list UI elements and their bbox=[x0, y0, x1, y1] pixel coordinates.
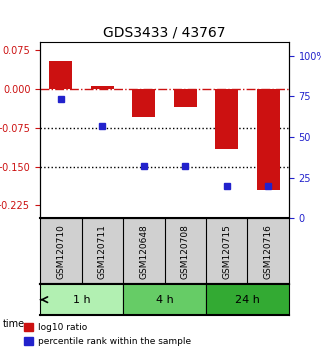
Text: 1 h: 1 h bbox=[73, 295, 91, 305]
Text: GSM120711: GSM120711 bbox=[98, 224, 107, 279]
Text: 4 h: 4 h bbox=[156, 295, 173, 305]
Legend: log10 ratio, percentile rank within the sample: log10 ratio, percentile rank within the … bbox=[21, 320, 195, 349]
Text: GSM120715: GSM120715 bbox=[222, 224, 231, 279]
Text: time: time bbox=[3, 319, 25, 329]
Text: GSM120710: GSM120710 bbox=[56, 224, 65, 279]
Bar bbox=[49, 61, 72, 89]
Text: GSM120716: GSM120716 bbox=[264, 224, 273, 279]
Title: GDS3433 / 43767: GDS3433 / 43767 bbox=[103, 26, 226, 40]
Text: GSM120708: GSM120708 bbox=[181, 224, 190, 279]
Text: 24 h: 24 h bbox=[235, 295, 260, 305]
Bar bbox=[91, 86, 114, 89]
Bar bbox=[174, 89, 197, 107]
Bar bbox=[215, 89, 238, 149]
Bar bbox=[257, 89, 280, 190]
Text: GSM120648: GSM120648 bbox=[139, 224, 148, 279]
Bar bbox=[132, 89, 155, 118]
